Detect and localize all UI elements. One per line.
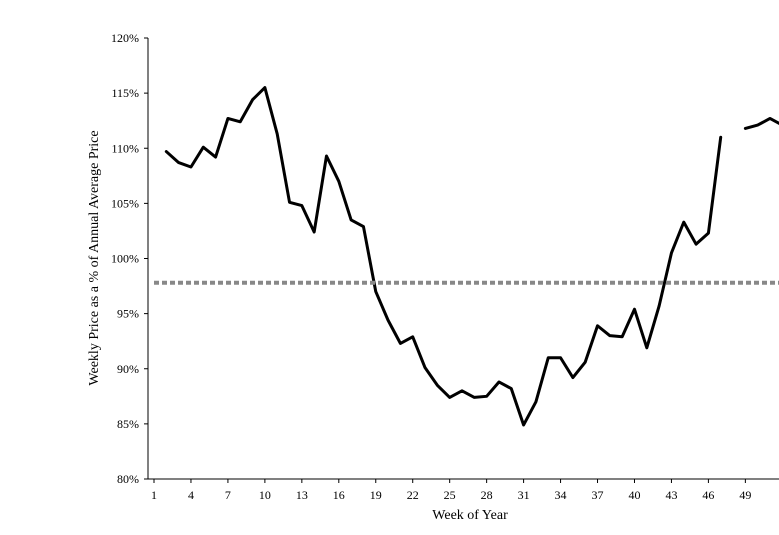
y-tick-label: 105% xyxy=(111,196,139,210)
y-tick-label: 100% xyxy=(111,252,139,266)
x-tick-label: 19 xyxy=(370,488,382,502)
x-tick-label: 10 xyxy=(259,488,271,502)
x-tick-label: 25 xyxy=(444,488,456,502)
x-tick-label: 37 xyxy=(592,488,604,502)
y-tick-label: 115% xyxy=(111,86,139,100)
y-axis-title: Weekly Price as a % of Annual Average Pr… xyxy=(87,130,102,385)
x-axis-ticks: 1 4 7 10 13 16 19 22 25 28 31 34 37 40 43 46 49 xyxy=(151,479,751,502)
price-line-segment-1 xyxy=(164,86,723,427)
price-line-segment-2 xyxy=(743,116,779,130)
y-tick-label: 120% xyxy=(111,31,139,45)
y-tick-label: 90% xyxy=(117,362,139,376)
y-tick-label: 80% xyxy=(117,472,139,486)
x-tick-label: 43 xyxy=(665,488,677,502)
series-layer xyxy=(154,86,779,427)
y-tick-label: 95% xyxy=(117,307,139,321)
x-tick-label: 1 xyxy=(151,488,157,502)
x-tick-label: 34 xyxy=(555,488,567,502)
x-axis-title: Week of Year xyxy=(432,508,508,523)
y-tick-label: 85% xyxy=(117,417,139,431)
x-tick-label: 16 xyxy=(333,488,345,502)
x-tick-label: 22 xyxy=(407,488,419,502)
x-tick-label: 4 xyxy=(188,488,194,502)
x-tick-label: 49 xyxy=(739,488,751,502)
x-tick-label: 28 xyxy=(481,488,493,502)
y-tick-label: 110% xyxy=(111,141,139,155)
x-tick-label: 31 xyxy=(518,488,530,502)
x-tick-label: 40 xyxy=(628,488,640,502)
x-tick-label: 46 xyxy=(702,488,714,502)
y-axis-ticks: 80% 85% 90% 95% 100% 105% 110% 115% 120% xyxy=(111,31,148,486)
x-tick-label: 7 xyxy=(225,488,231,502)
x-tick-label: 13 xyxy=(296,488,308,502)
